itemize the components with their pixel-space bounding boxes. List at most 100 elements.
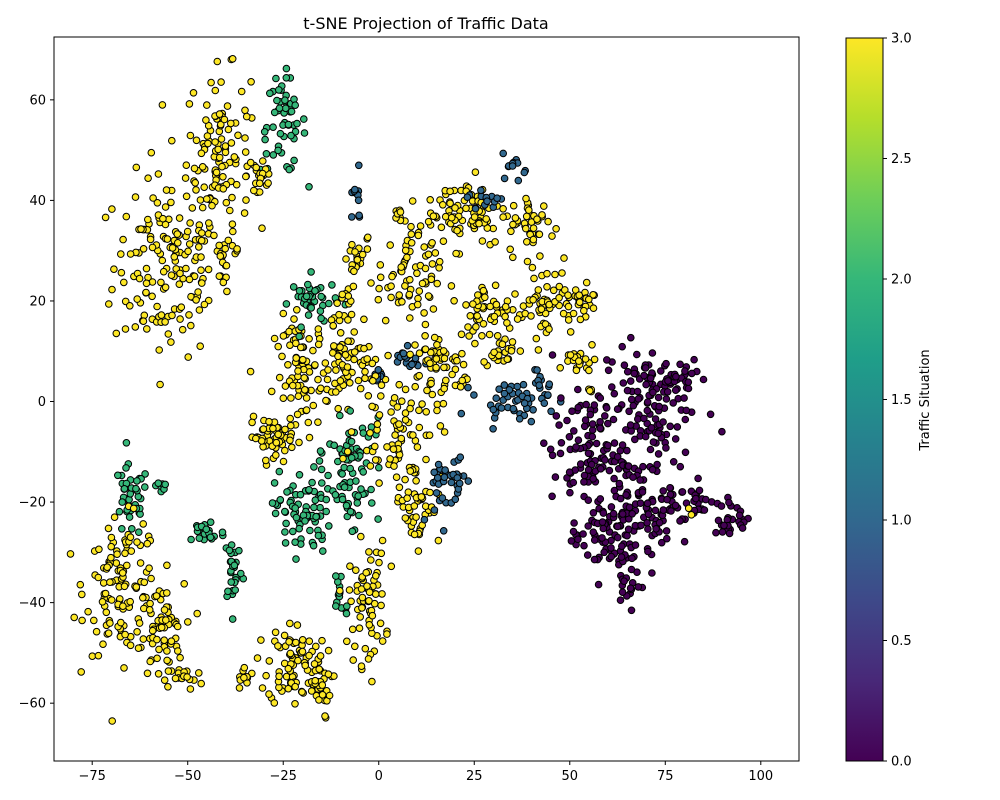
data-point [167, 338, 175, 346]
data-point [319, 547, 327, 555]
data-point [390, 462, 398, 470]
data-point [183, 673, 191, 681]
data-point [418, 279, 427, 288]
data-point [411, 354, 420, 363]
data-point [590, 555, 599, 564]
data-point [684, 384, 693, 393]
data-point [574, 436, 583, 445]
data-point [383, 630, 391, 638]
data-point [316, 447, 325, 455]
data-point [180, 580, 188, 588]
data-point [590, 536, 599, 544]
data-point [582, 400, 591, 409]
data-point [718, 427, 726, 436]
data-point [153, 302, 161, 311]
data-point [556, 449, 565, 458]
x-tick-label: 75 [657, 769, 674, 784]
data-point [401, 246, 410, 255]
data-point [623, 531, 631, 540]
data-point [139, 520, 147, 528]
data-point [541, 320, 550, 328]
data-point [368, 402, 376, 411]
data-point [196, 196, 205, 204]
data-point [375, 463, 383, 472]
data-point [161, 283, 170, 292]
data-point [160, 606, 169, 614]
data-point [227, 119, 235, 128]
data-point [343, 447, 352, 456]
data-point [321, 712, 329, 720]
data-point [295, 471, 304, 479]
data-point [281, 446, 289, 455]
data-point [222, 198, 231, 207]
data-point [224, 236, 233, 245]
data-point [558, 269, 566, 277]
data-point [141, 483, 149, 491]
data-point [601, 456, 609, 464]
data-point [657, 367, 665, 375]
data-point [644, 547, 652, 556]
data-point [391, 431, 399, 439]
data-point [196, 342, 204, 351]
data-point [293, 306, 301, 314]
data-point [142, 279, 151, 288]
data-point [227, 139, 236, 147]
data-point [378, 590, 386, 598]
data-point [441, 466, 449, 474]
data-point [565, 433, 574, 441]
data-point [189, 89, 198, 97]
data-point [429, 305, 438, 313]
data-point [508, 162, 517, 170]
data-point [472, 323, 480, 331]
data-point [387, 293, 395, 302]
data-point [651, 506, 660, 515]
data-point [388, 272, 396, 281]
data-point [618, 588, 627, 597]
data-point [522, 224, 530, 233]
data-point [250, 186, 258, 195]
data-point [163, 589, 171, 597]
data-point [187, 535, 195, 544]
data-point [262, 456, 270, 465]
data-point [157, 623, 166, 632]
data-point [258, 224, 266, 232]
data-point [223, 102, 232, 110]
data-point [164, 330, 173, 338]
data-point [106, 619, 114, 627]
data-point [162, 616, 170, 624]
data-point [643, 499, 652, 508]
data-point [315, 665, 324, 674]
data-point [287, 107, 296, 116]
data-point [613, 453, 622, 461]
data-point [628, 554, 636, 563]
data-point [426, 488, 434, 497]
data-point [107, 542, 115, 551]
data-point [738, 524, 747, 532]
data-point [272, 451, 280, 459]
data-point [695, 486, 704, 495]
data-point [435, 257, 444, 266]
data-point [547, 407, 555, 416]
data-point [381, 316, 390, 325]
data-point [403, 253, 411, 262]
data-point [630, 369, 639, 378]
data-point [659, 506, 668, 514]
data-point [609, 415, 618, 424]
data-point [465, 332, 473, 340]
data-point [312, 512, 320, 521]
data-point [119, 602, 127, 611]
data-point [456, 453, 465, 462]
data-point [185, 240, 194, 248]
data-point [590, 355, 599, 364]
data-point [680, 537, 689, 546]
data-point [581, 355, 590, 363]
data-point [415, 423, 424, 432]
data-point [552, 412, 561, 420]
data-point [329, 349, 337, 357]
data-point [576, 460, 585, 468]
data-point [146, 657, 154, 666]
data-point [206, 518, 215, 527]
data-point [186, 219, 194, 227]
data-point [246, 367, 255, 376]
data-point [315, 457, 324, 465]
